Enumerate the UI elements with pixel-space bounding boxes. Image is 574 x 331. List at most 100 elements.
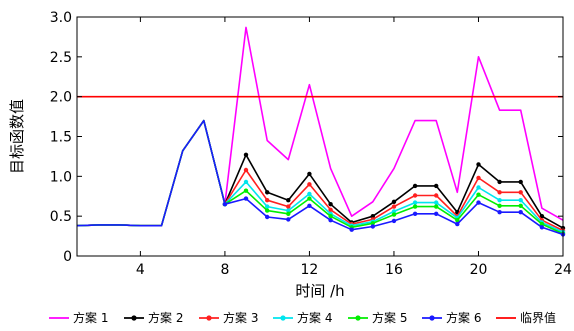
- series-point-3: [328, 207, 333, 212]
- series-point-6: [518, 210, 523, 215]
- legend-label: 方案 5: [372, 310, 407, 325]
- series-point-2: [243, 152, 249, 157]
- legend-item: 临界值: [496, 310, 556, 325]
- series-point-5: [265, 208, 270, 213]
- x-tick-label: 12: [301, 262, 319, 278]
- series-point-3: [497, 190, 502, 195]
- series-point-2: [328, 202, 333, 207]
- series-point-5: [497, 203, 502, 208]
- y-tick-label: 3.0: [50, 10, 72, 26]
- series-point-5: [455, 218, 460, 223]
- series-point-3: [391, 204, 397, 209]
- series-point-3: [286, 204, 291, 209]
- plot-area: [76, 26, 566, 237]
- series-point-6: [265, 214, 270, 220]
- y-tick-label: 2.5: [50, 50, 72, 66]
- series-point-5: [539, 221, 545, 227]
- y-tick-label: 1.0: [50, 169, 72, 185]
- legend-item: 方案 2: [124, 310, 183, 325]
- series-point-6: [391, 218, 397, 224]
- x-axis-title: 时间 /h: [295, 282, 344, 300]
- series-point-6: [434, 211, 439, 216]
- series-point-6: [476, 200, 481, 205]
- series-point-4: [434, 200, 439, 205]
- axes: 4 8 12 16 20 24 0 0.5 1.0 1.5 2.0 2.5 3.0: [50, 10, 572, 278]
- series-point-3: [476, 175, 481, 181]
- series-point-6: [349, 227, 354, 232]
- y-tick-label: 0.5: [50, 209, 72, 225]
- series-point-6: [370, 224, 375, 229]
- series-point-2: [370, 214, 375, 219]
- legend: 方案 1 方案 2 方案 3 方案 4 方案 5 方案 6 临界值: [49, 310, 556, 325]
- x-tick-label: 20: [470, 262, 488, 278]
- y-tick-label: 1.5: [50, 130, 72, 146]
- series-point-2: [539, 214, 545, 219]
- series-point-5: [286, 211, 291, 216]
- series-point-2: [307, 171, 312, 177]
- series-point-3: [265, 198, 270, 203]
- legend-label: 方案 4: [297, 310, 332, 325]
- legend-item: 方案 3: [199, 310, 258, 325]
- series-point-4: [518, 198, 523, 203]
- legend-label: 方案 2: [148, 310, 183, 325]
- series-point-2: [476, 162, 481, 167]
- series-point-4: [265, 204, 270, 209]
- legend-item: 方案 5: [348, 310, 407, 325]
- series-point-6: [286, 217, 291, 222]
- series-point-5: [476, 192, 481, 197]
- series-point-5: [307, 196, 312, 201]
- series-line-6: [76, 119, 564, 236]
- y-axis-title: 目标函数值: [8, 99, 26, 174]
- series-point-5: [412, 204, 418, 209]
- series-point-2: [286, 198, 291, 203]
- series-point-6: [222, 202, 228, 207]
- series-point-5: [391, 212, 397, 217]
- x-tick-label: 24: [554, 262, 572, 278]
- x-tick-label: 4: [136, 262, 145, 278]
- series-point-2: [265, 190, 270, 195]
- series-line-4: [76, 119, 564, 233]
- legend-label: 方案 1: [73, 310, 108, 325]
- series-point-3: [243, 167, 249, 173]
- series-point-4: [391, 209, 397, 214]
- series-point-3: [307, 182, 312, 187]
- legend-marker: [429, 315, 435, 321]
- series-point-2: [497, 179, 502, 185]
- series-point-6: [328, 218, 333, 223]
- series-point-6: [243, 196, 249, 201]
- series-point-5: [370, 221, 375, 226]
- series-point-5: [434, 204, 439, 209]
- series-line-5: [76, 119, 564, 235]
- series-point-4: [307, 191, 312, 197]
- series-point-4: [412, 200, 418, 205]
- legend-marker: [206, 315, 212, 321]
- series-point-5: [243, 188, 249, 193]
- x-tick-label: 8: [220, 262, 229, 278]
- series-point-4: [243, 179, 249, 185]
- series-point-6: [497, 210, 502, 215]
- y-tick-label: 2.0: [50, 90, 72, 106]
- series-point-3: [518, 190, 523, 195]
- series-point-2: [391, 199, 397, 204]
- series-point-4: [476, 185, 481, 190]
- series-point-2: [412, 183, 418, 189]
- legend-item: 方案 4: [273, 310, 332, 325]
- series-line-2: [76, 119, 564, 229]
- legend-item: 方案 6: [422, 310, 481, 325]
- series-line-3: [76, 119, 564, 232]
- legend-label: 方案 6: [446, 310, 481, 325]
- legend-marker: [355, 315, 361, 321]
- series-point-6: [539, 225, 545, 230]
- series-point-5: [328, 214, 333, 219]
- series-point-3: [412, 193, 418, 198]
- series-point-6: [455, 221, 460, 227]
- series-point-4: [286, 208, 291, 213]
- series-point-4: [497, 198, 502, 203]
- legend-marker: [131, 315, 137, 321]
- series-point-2: [434, 183, 439, 189]
- series-point-5: [518, 203, 523, 208]
- series-point-6: [412, 211, 418, 216]
- legend-marker: [280, 315, 286, 321]
- series-point-6: [307, 203, 312, 208]
